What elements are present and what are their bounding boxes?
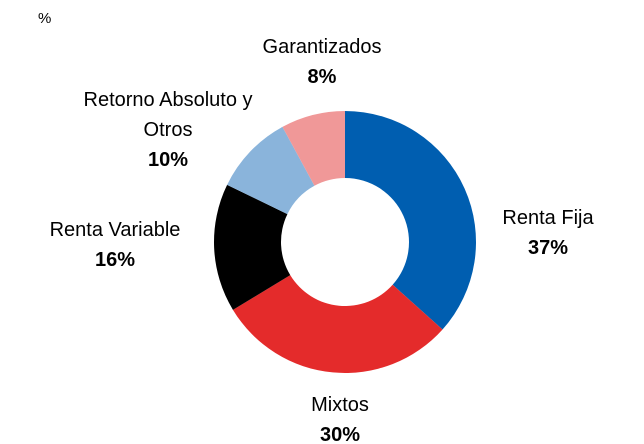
segment-label: Mixtos 30% [270, 390, 410, 444]
value-label: 8% [307, 66, 337, 88]
donut-segment [232, 275, 443, 373]
segment-label: Garantizados 8% [232, 32, 412, 92]
value-label: 37% [527, 237, 569, 259]
category-label: Renta Fija [502, 207, 594, 229]
segment-label: Renta Fija 37% [478, 203, 618, 263]
category-label: Garantizados [262, 36, 382, 58]
donut-segment [214, 184, 291, 310]
category-label: Mixtos [311, 394, 369, 416]
donut-segment [227, 126, 315, 215]
segment-label: Renta Variable 16% [15, 215, 215, 275]
unit-label: % [38, 10, 52, 27]
value-label: 16% [94, 249, 136, 271]
category-label: Retorno Absoluto y Otros [83, 89, 253, 141]
donut-segment [282, 111, 345, 186]
segment-label: Retorno Absoluto y Otros 10% [58, 85, 278, 175]
category-label: Renta Variable [49, 219, 181, 241]
value-label: 30% [319, 424, 361, 444]
donut-segment [345, 111, 476, 330]
value-label: 10% [147, 149, 189, 171]
